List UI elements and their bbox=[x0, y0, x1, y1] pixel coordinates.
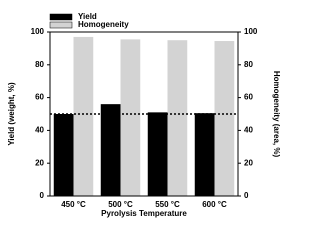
x-tick-label: 550 °C bbox=[155, 200, 180, 209]
y2-tick-label: 40 bbox=[244, 126, 253, 135]
y2-tick-label: 80 bbox=[244, 60, 253, 69]
y-tick-label: 20 bbox=[35, 158, 44, 167]
bar bbox=[100, 104, 121, 196]
bar bbox=[167, 40, 188, 197]
bar bbox=[147, 112, 168, 196]
bar bbox=[73, 36, 94, 196]
x-tick-label: 600 °C bbox=[202, 200, 227, 209]
y2-tick-label: 20 bbox=[244, 158, 253, 167]
legend-label: Homogeneity bbox=[78, 20, 129, 29]
y-tick-label: 60 bbox=[35, 93, 44, 102]
y2-tick-label: 60 bbox=[244, 93, 253, 102]
bar bbox=[120, 39, 141, 196]
legend-swatch bbox=[49, 13, 73, 21]
y-tick-label: 80 bbox=[35, 60, 44, 69]
y2-axis-label: Homogeneity (area, %) bbox=[272, 71, 281, 158]
y-tick-label: 40 bbox=[35, 126, 44, 135]
y2-tick-label: 100 bbox=[244, 27, 258, 36]
chart: Pyrolysis Temperature Yield (weight, %) … bbox=[7, 12, 281, 218]
y-tick-label: 100 bbox=[31, 27, 45, 36]
bar bbox=[214, 41, 235, 196]
x-axis-label: Pyrolysis Temperature bbox=[101, 209, 187, 218]
x-tick-label: 500 °C bbox=[108, 200, 133, 209]
y-tick-label: 0 bbox=[40, 191, 45, 200]
legend-swatch bbox=[49, 21, 73, 29]
legend-label: Yield bbox=[78, 12, 97, 21]
y-axis-label: Yield (weight, %) bbox=[7, 82, 16, 146]
bar bbox=[194, 113, 215, 196]
bar bbox=[53, 114, 74, 196]
y2-tick-label: 0 bbox=[244, 191, 249, 200]
plot-frame bbox=[49, 31, 239, 197]
x-tick-label: 450 °C bbox=[61, 200, 86, 209]
